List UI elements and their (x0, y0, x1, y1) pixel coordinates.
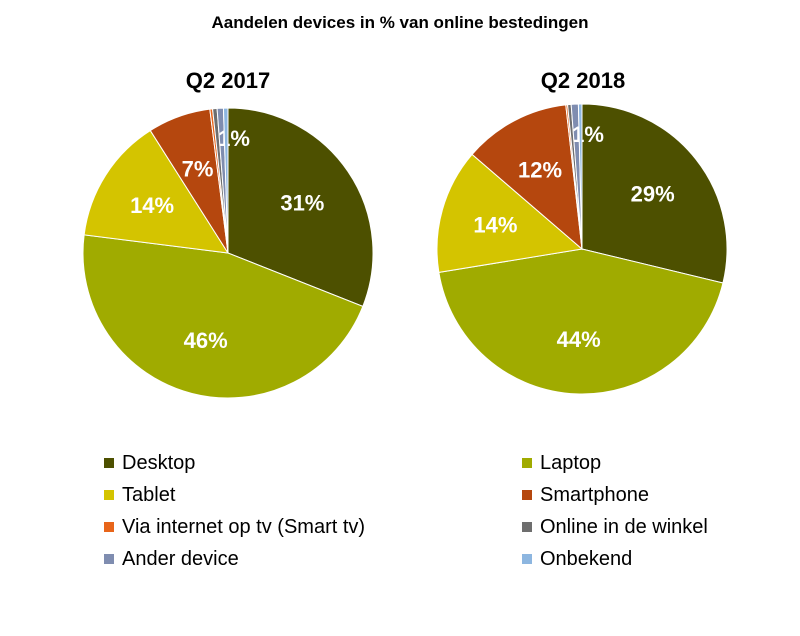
legend-swatch-laptop (522, 458, 532, 468)
legend-swatch-smart-tv (104, 522, 114, 532)
legend-label-smartphone: Smartphone (540, 483, 649, 506)
slice-desktop (227, 107, 374, 308)
chart-title: Aandelen devices in % van online bestedi… (212, 13, 589, 32)
data-label-smartphone: 12% (518, 158, 562, 183)
legend-swatch-smartphone (522, 490, 532, 500)
legend-swatch-desktop (104, 458, 114, 468)
legend-label-ander-device: Ander device (122, 547, 239, 570)
pie-q2-2018: 29% 44% 14% 12% 1% (436, 103, 728, 395)
data-label-tablet: 14% (473, 213, 517, 238)
legend-swatch-onbekend (522, 554, 532, 564)
legend-swatch-online-in-de-winkel (522, 522, 532, 532)
pie-title-q2-2018: Q2 2018 (541, 68, 625, 93)
legend: Desktop Laptop Tablet Smartphone Via int… (104, 450, 764, 572)
legend-label-onbekend: Onbekend (540, 547, 633, 570)
pie-q2-2017: 31% 46% 14% 7%1% (82, 107, 374, 399)
slice-tablet (83, 129, 229, 254)
legend-item-online-in-de-winkel: Online in de winkel (522, 514, 764, 540)
data-label-ander-device: 1% (572, 122, 604, 147)
slice-desktop (581, 103, 728, 284)
pie-title-q2-2017: Q2 2017 (186, 68, 270, 93)
slice-onbekend (577, 103, 583, 250)
slice-smartphone (471, 104, 583, 251)
legend-label-smart-tv: Via internet op tv (Smart tv) (122, 515, 366, 538)
legend-item-smart-tv: Via internet op tv (Smart tv) (104, 514, 522, 540)
data-label-tablet: 14% (130, 193, 174, 218)
legend-item-onbekend: Onbekend (522, 546, 764, 572)
slice-tablet (436, 153, 584, 273)
slice-laptop (82, 234, 364, 399)
slice-laptop (438, 248, 724, 395)
slice-onbekend (222, 107, 229, 254)
data-label-laptop: 44% (557, 327, 601, 352)
legend-item-laptop: Laptop (522, 450, 764, 476)
legend-label-desktop: Desktop (122, 451, 196, 474)
data-label-desktop: 31% (280, 190, 324, 215)
legend-item-tablet: Tablet (104, 482, 522, 508)
data-label-laptop: 46% (184, 328, 228, 353)
legend-label-online-in-de-winkel: Online in de winkel (540, 515, 708, 538)
data-label-desktop: 29% (631, 181, 675, 206)
legend-swatch-tablet (104, 490, 114, 500)
legend-item-desktop: Desktop (104, 450, 522, 476)
data-label-ander-device: 1% (218, 126, 250, 151)
legend-item-ander-device: Ander device (104, 546, 522, 572)
legend-label-laptop: Laptop (540, 451, 602, 474)
legend-label-tablet: Tablet (122, 483, 176, 506)
data-label-smartphone: 7% (182, 156, 214, 181)
legend-swatch-ander-device (104, 554, 114, 564)
legend-item-smartphone: Smartphone (522, 482, 764, 508)
